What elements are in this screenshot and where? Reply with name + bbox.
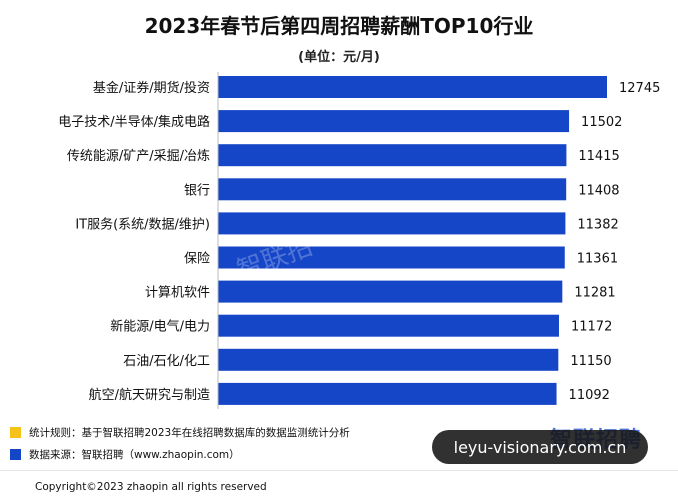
site-watermark-badge: leyu-visionary.com.cn [432,430,648,464]
bar [218,144,567,167]
chart-subtitle: (单位：元/月) [298,50,380,65]
category-label: 电子技术/半导体/集成电路 [58,114,210,130]
bar [218,314,559,337]
copyright-text: Copyright©2023 zhaopin all rights reserv… [35,481,267,493]
bar [218,76,607,98]
footer-divider [0,470,678,471]
category-label: 传统能源/矿产/采掘/冶炼 [67,149,210,164]
bar [218,110,570,133]
chart-title: 2023年春节后第四周招聘薪酬TOP10行业 [144,14,534,38]
legend-item-rule: 统计规则：基于智联招聘2023年在线招聘数据库的数据监测统计分析 [10,425,350,440]
data-label: 11415 [578,149,619,164]
category-label: 新能源/电气/电力 [110,319,210,335]
bar [218,382,557,405]
legend-label: 数据来源：智联招聘（www.zhaopin.com） [29,449,240,461]
data-label: 11408 [578,183,619,198]
bar-chart: 基金/证券/期货/投资 12745 电子技术/半导体/集成电路 11502 传统能源/矿… [58,72,660,409]
bar [218,178,567,201]
data-label: 12745 [619,81,660,96]
legend-swatch-blue [10,449,21,460]
category-label: 基金/证券/期货/投资 [93,80,210,96]
legend-swatch-yellow [10,427,21,438]
bar [218,348,559,371]
bar [218,212,566,235]
bar [218,280,563,303]
category-label: IT服务(系统/数据/维护) [75,216,210,232]
category-label: 航空/航天研究与制造 [89,387,210,403]
category-label: 计算机软件 [145,286,210,301]
data-label: 11361 [577,252,618,267]
data-label: 11092 [569,388,610,403]
legend-item-source: 数据来源：智联招聘（www.zhaopin.com） [10,447,240,462]
category-label: 银行 [184,183,210,198]
data-label: 11150 [570,354,611,369]
data-label: 11172 [571,320,612,335]
category-label: 保险 [184,252,210,267]
data-label: 11502 [581,115,622,130]
category-label: 石油/石化/化工 [123,354,210,369]
bar [218,246,565,269]
legend-label: 统计规则：基于智联招聘2023年在线招聘数据库的数据监测统计分析 [29,427,350,439]
data-label: 11281 [574,286,615,301]
data-label: 11382 [577,217,618,232]
